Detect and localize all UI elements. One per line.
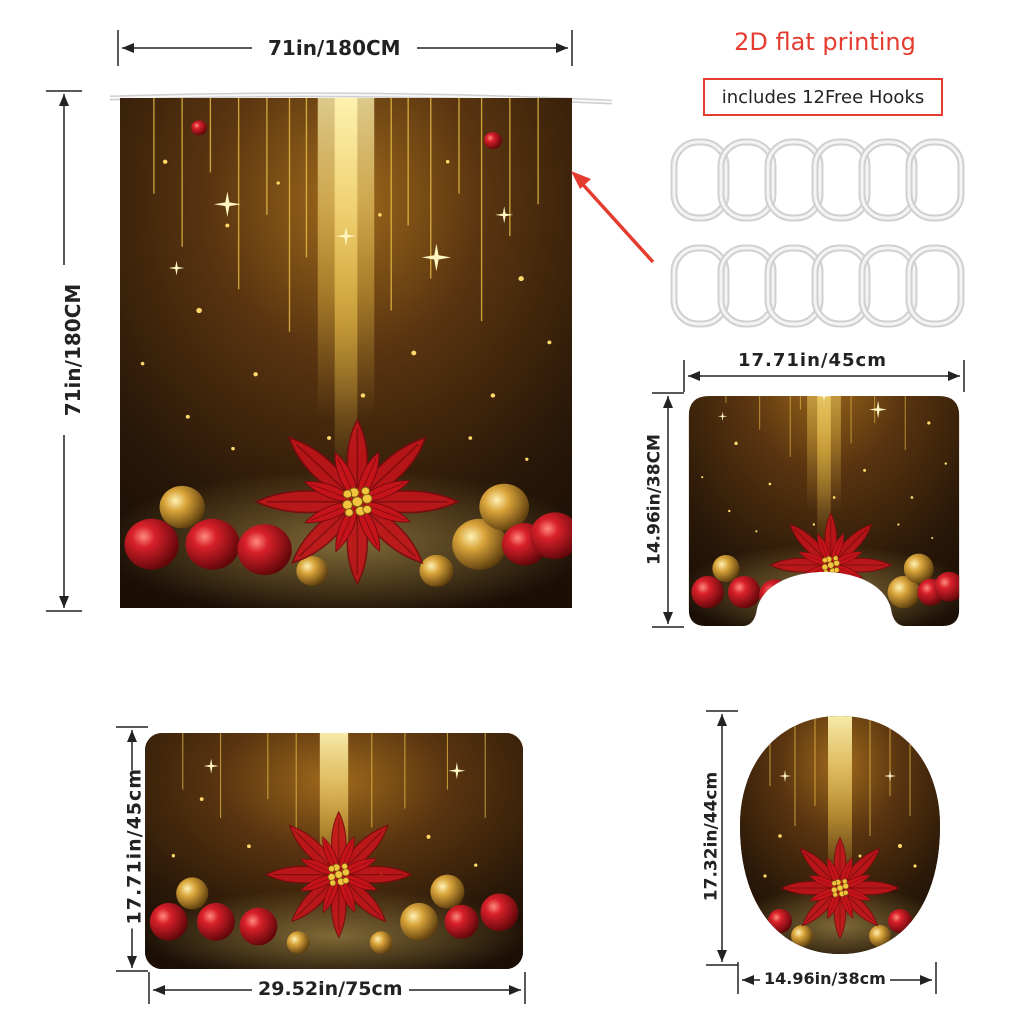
- bath-mat-art-overlay: [145, 733, 523, 969]
- hook-icon: [905, 244, 965, 328]
- shower-curtain-image: [120, 98, 572, 608]
- curtain-width-label: 71in/180CM: [252, 38, 417, 58]
- hook-icon: [905, 138, 965, 222]
- hook-icon: [764, 244, 824, 328]
- hooks-image: [670, 138, 965, 328]
- hook-icon: [764, 138, 824, 222]
- hook-icon: [811, 244, 871, 328]
- hooks-note-text: includes 12Free Hooks: [721, 86, 925, 108]
- hook-icon: [858, 138, 918, 222]
- u-mat-height-arrow: [652, 392, 684, 628]
- hook-pointer-arrow: [571, 171, 655, 264]
- hook-icon: [670, 244, 730, 328]
- hooks-note-badge: includes 12Free Hooks: [703, 78, 943, 116]
- lid-cover-height-arrow: [706, 710, 738, 966]
- hook-icon: [670, 138, 730, 222]
- lid-cover-art-overlay: [740, 716, 940, 954]
- hook-icon: [858, 244, 918, 328]
- u-mat-width-label: 17.71in/45cm: [732, 352, 893, 370]
- hook-icon: [717, 244, 777, 328]
- u-mat-image: [688, 396, 960, 626]
- print-type-title: 2D flat printing: [734, 28, 916, 56]
- lid-cover-height-label: 17.32in/44cm: [702, 757, 722, 916]
- bath-mat-height-label: 17.71in/45cm: [124, 768, 146, 929]
- u-mat-width-arrow: [683, 360, 965, 392]
- curtain-height-label: 71in/180CM: [61, 265, 85, 435]
- hook-icon: [811, 138, 871, 222]
- u-mat-height-label: 14.96in/38CM: [645, 420, 665, 579]
- shower-curtain-group: 71in/180CM 71in/180CM: [0, 0, 655, 640]
- hook-icon: [717, 138, 777, 222]
- lid-cover-width-label: 14.96in/38cm: [760, 971, 890, 987]
- bath-mat-width-label: 29.52in/75cm: [252, 980, 409, 999]
